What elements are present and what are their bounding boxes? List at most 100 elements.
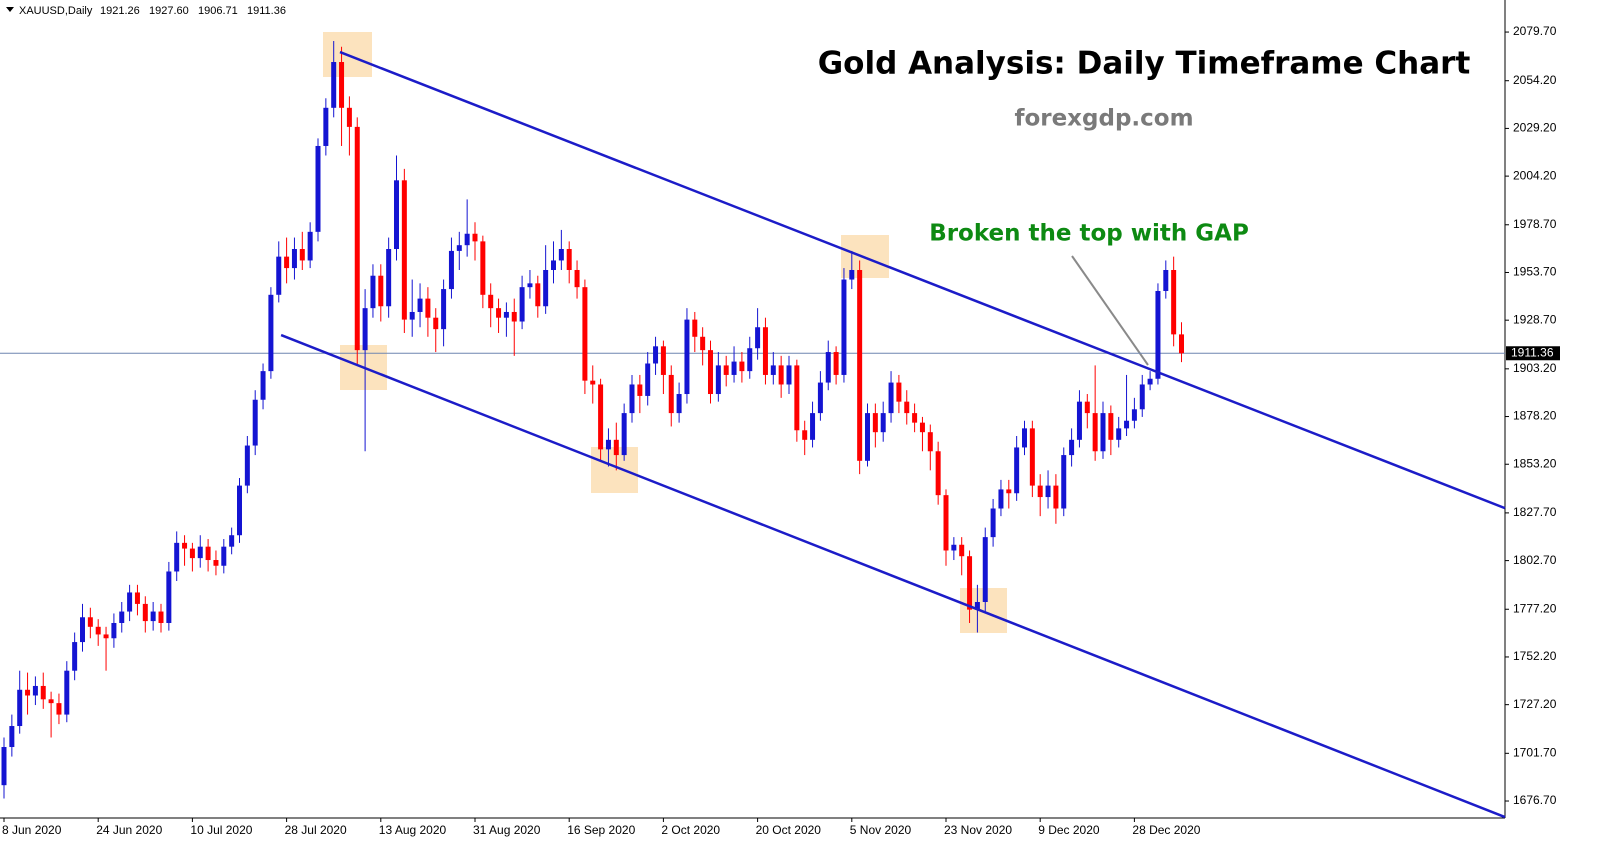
candle-body [770,365,776,375]
candle-body [778,365,784,385]
candle-body [731,361,737,375]
candle-body [362,308,368,351]
y-tick-label: 1676.70 [1513,793,1557,807]
candle-body [825,352,831,383]
candle-body [629,384,635,414]
candle-body [158,611,164,623]
candle-body [1124,420,1130,429]
header-low: 1906.71 [198,5,238,17]
candle-body [551,260,556,270]
candle-body [72,642,78,671]
candle-body [1,747,7,786]
candle-body [919,422,925,433]
candle-body [1084,401,1090,414]
candle-body [1053,485,1059,509]
candle-body [354,126,360,351]
candle-body [127,592,133,612]
y-tick-label: 1853.20 [1513,456,1557,470]
symbol: XAUUSD,Daily [19,5,93,17]
x-tick-label: 9 Dec 2020 [1038,823,1100,837]
candle-body [386,249,392,307]
candle-body [621,413,627,456]
candle-body [1076,401,1082,440]
highlights [323,32,1007,633]
x-tick-label: 16 Sep 2020 [567,823,635,837]
candle-body [488,294,494,309]
candle-body [653,346,659,364]
y-tick-label: 1802.70 [1513,553,1557,567]
candle-body [307,231,313,261]
y-tick-label: 2029.20 [1513,121,1557,135]
candle-body [857,269,863,461]
x-tick-label: 23 Nov 2020 [944,823,1012,837]
y-tick-label: 1878.20 [1513,409,1557,423]
candle-body [676,394,682,414]
candle-body [582,287,588,381]
candle-body [205,546,211,561]
candle-body [32,685,38,696]
candle-body [409,311,415,320]
current-price-label: 1911.36 [1511,345,1554,359]
candle-body [762,327,768,375]
candle-body [543,269,549,307]
candle-body [723,365,729,375]
candle-body [959,544,965,557]
annotation: Broken the top with GAP [929,221,1249,247]
candle-body [951,544,957,551]
candle-body [998,489,1004,509]
candle-body [1171,269,1177,335]
candle-body [425,298,431,318]
y-tick-label: 1752.20 [1513,649,1557,663]
candle-body [103,634,109,639]
header: XAUUSD,Daily 1921.26 1927.60 1906.71 191… [19,5,286,17]
candle-body [1179,334,1184,354]
candle-body [1006,489,1012,494]
x-tick-label: 24 Jun 2020 [96,823,162,837]
header-icon [6,7,14,12]
subtitle: forexgdp.com [1014,106,1193,132]
candle-body [456,245,462,251]
candle-body [613,439,619,456]
candle-body [221,546,227,566]
y-tick-label: 1953.70 [1513,265,1557,279]
candle-body [935,451,941,496]
y-tick-label: 2079.70 [1513,24,1557,38]
candle-body [1147,378,1153,385]
candle-body [645,363,651,396]
candle-body [1022,428,1027,448]
candle-body [182,542,188,549]
candle-body [912,413,918,423]
candle-body [535,283,541,307]
candle-body [237,485,242,536]
candle-body [315,145,321,232]
candle-body [1139,384,1145,410]
y-tick-label: 1978.70 [1513,217,1557,231]
candle-body [370,275,376,309]
candle-body [134,592,140,604]
candle-body [166,571,172,623]
candle-body [417,298,423,312]
candle-body [794,365,800,431]
candle-body [464,233,470,246]
candle-body [1037,485,1043,498]
candle-body [1108,413,1114,440]
candle-body [802,430,808,440]
candle-body [668,374,674,414]
candle-body [747,348,753,372]
candle-body [755,327,761,349]
candle-body [872,413,878,433]
candle-body [48,699,54,704]
candle-body [1131,409,1137,421]
current-price-box [1506,346,1560,361]
y-tick-label: 1727.20 [1513,697,1557,711]
candle-body [817,382,823,414]
candle-body [888,382,894,414]
candle-body [378,275,384,307]
candle-body [841,279,847,375]
candle-body [880,413,886,433]
x-tick-label: 20 Oct 2020 [756,823,822,837]
candle-body [331,62,337,108]
candle-body [174,542,180,572]
candle-body [739,361,745,372]
candle-body [943,495,949,551]
